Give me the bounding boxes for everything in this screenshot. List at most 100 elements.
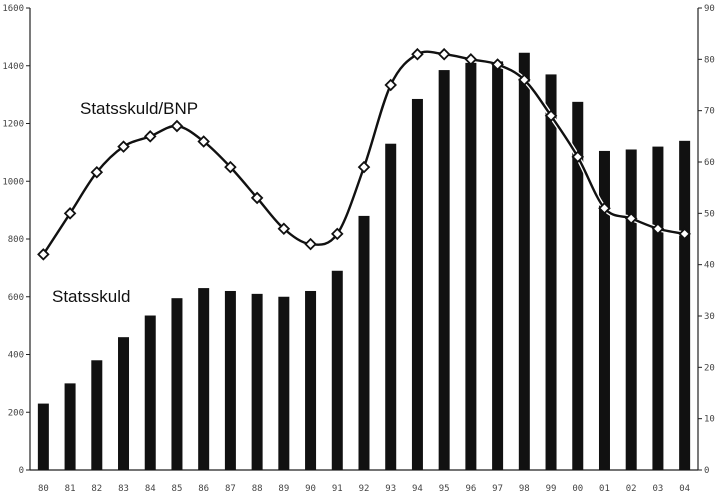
line-marker-diamond: [544, 109, 558, 123]
bar: [305, 290, 317, 470]
bar: [411, 98, 423, 471]
x-tick-label: 95: [439, 484, 450, 494]
x-tick-label: 99: [546, 484, 557, 494]
line-marker-diamond: [464, 53, 478, 66]
bar: [331, 270, 343, 470]
line-marker-diamond: [598, 201, 611, 215]
right-tick-label: 70: [704, 107, 715, 117]
right-tick-label: 90: [704, 4, 715, 14]
left-tick-label: 0: [19, 466, 24, 476]
left-tick-label: 800: [8, 235, 24, 245]
bar: [64, 383, 76, 470]
line-marker-diamond: [518, 73, 531, 87]
bar: [385, 143, 397, 470]
x-tick-label: 96: [465, 484, 476, 494]
bar: [118, 337, 130, 470]
line-marker-diamond: [491, 58, 504, 71]
x-tick-label: 87: [225, 484, 236, 494]
line-marker-diamond: [224, 160, 237, 174]
line-marker-diamond: [277, 222, 291, 236]
line-marker-diamond: [678, 227, 691, 241]
bar: [144, 315, 156, 470]
x-tick-label: 02: [626, 484, 637, 494]
bar: [572, 101, 584, 470]
bar: [358, 215, 370, 470]
x-tick-label: 80: [38, 484, 49, 494]
right-tick-label: 40: [704, 261, 715, 271]
bar: [198, 288, 210, 470]
bar: [545, 74, 557, 470]
left-tick-label: 1000: [2, 177, 24, 187]
bar: [251, 293, 263, 470]
x-tick-label: 89: [278, 484, 289, 494]
line-marker-diamond: [651, 222, 665, 236]
x-tick-label: 01: [599, 484, 610, 494]
series-label-statsskuld: Statsskuld: [52, 287, 130, 306]
line-marker-diamond: [437, 47, 451, 61]
x-tick-label: 91: [332, 484, 343, 494]
left-y-ticks: 0 200 400 600 800 1000 1200 1400 1600: [2, 4, 30, 476]
bar: [679, 140, 691, 470]
line-marker-diamond: [143, 130, 157, 143]
left-tick-label: 600: [8, 293, 24, 303]
line-marker-diamond: [304, 237, 317, 251]
left-tick-label: 1200: [2, 120, 24, 130]
right-tick-label: 0: [704, 466, 709, 476]
right-tick-label: 10: [704, 415, 715, 425]
line-marker-diamond: [357, 160, 371, 174]
bar: [278, 296, 290, 470]
left-tick-label: 1600: [2, 4, 24, 14]
line-marker-diamond: [197, 135, 210, 148]
bar: [37, 403, 49, 470]
line-marker-diamond: [170, 119, 184, 133]
right-tick-label: 30: [704, 312, 715, 322]
x-axis-ticks: 80 81 82 83 84 85 86 87 88 89 90 91 92 93 94 95 96 97 98 99…: [38, 484, 690, 494]
left-tick-label: 1400: [2, 62, 24, 72]
x-tick-label: 04: [679, 484, 690, 494]
bar: [492, 61, 504, 470]
bar: [625, 149, 637, 471]
series-label-statsskuld-bnp: Statsskuld/BNP: [80, 99, 198, 118]
x-tick-label: 88: [252, 484, 263, 494]
right-tick-label: 20: [704, 363, 715, 373]
x-tick-label: 86: [198, 484, 209, 494]
x-tick-label: 03: [652, 484, 663, 494]
bar: [652, 146, 664, 470]
line-marker-diamond: [90, 165, 104, 179]
bar: [518, 52, 530, 470]
line-marker-diamond: [331, 227, 344, 241]
line-marker-diamond: [411, 47, 424, 61]
bar: [91, 360, 103, 470]
line-marker-diamond: [384, 78, 397, 92]
statsskuld-bars: [37, 52, 691, 471]
x-tick-label: 93: [385, 484, 396, 494]
bar: [438, 70, 450, 471]
line-marker-diamond: [250, 191, 264, 205]
line-marker-diamond: [571, 150, 585, 164]
bar: [598, 150, 610, 470]
x-tick-label: 82: [91, 484, 102, 494]
x-tick-label: 00: [572, 484, 583, 494]
right-tick-label: 50: [704, 209, 715, 219]
line-marker-diamond: [63, 207, 77, 220]
left-tick-label: 400: [8, 351, 24, 361]
right-tick-label: 60: [704, 158, 715, 168]
right-tick-label: 80: [704, 55, 715, 65]
x-tick-label: 94: [412, 484, 423, 494]
line-marker-diamond: [117, 140, 130, 153]
bar: [465, 62, 477, 471]
x-tick-label: 85: [172, 484, 183, 494]
x-tick-label: 83: [118, 484, 129, 494]
line-marker-diamond: [37, 248, 50, 261]
line-marker-diamond: [624, 212, 638, 225]
x-tick-label: 84: [145, 484, 156, 494]
statsskuld-bnp-line: [37, 47, 691, 261]
right-y-ticks: 0 10 20 30 40 50 60 70 80 90: [698, 4, 715, 476]
bar: [224, 290, 236, 470]
x-tick-label: 81: [65, 484, 76, 494]
x-tick-label: 90: [305, 484, 316, 494]
x-tick-label: 97: [492, 484, 503, 494]
x-tick-label: 98: [519, 484, 530, 494]
left-tick-label: 200: [8, 408, 24, 418]
